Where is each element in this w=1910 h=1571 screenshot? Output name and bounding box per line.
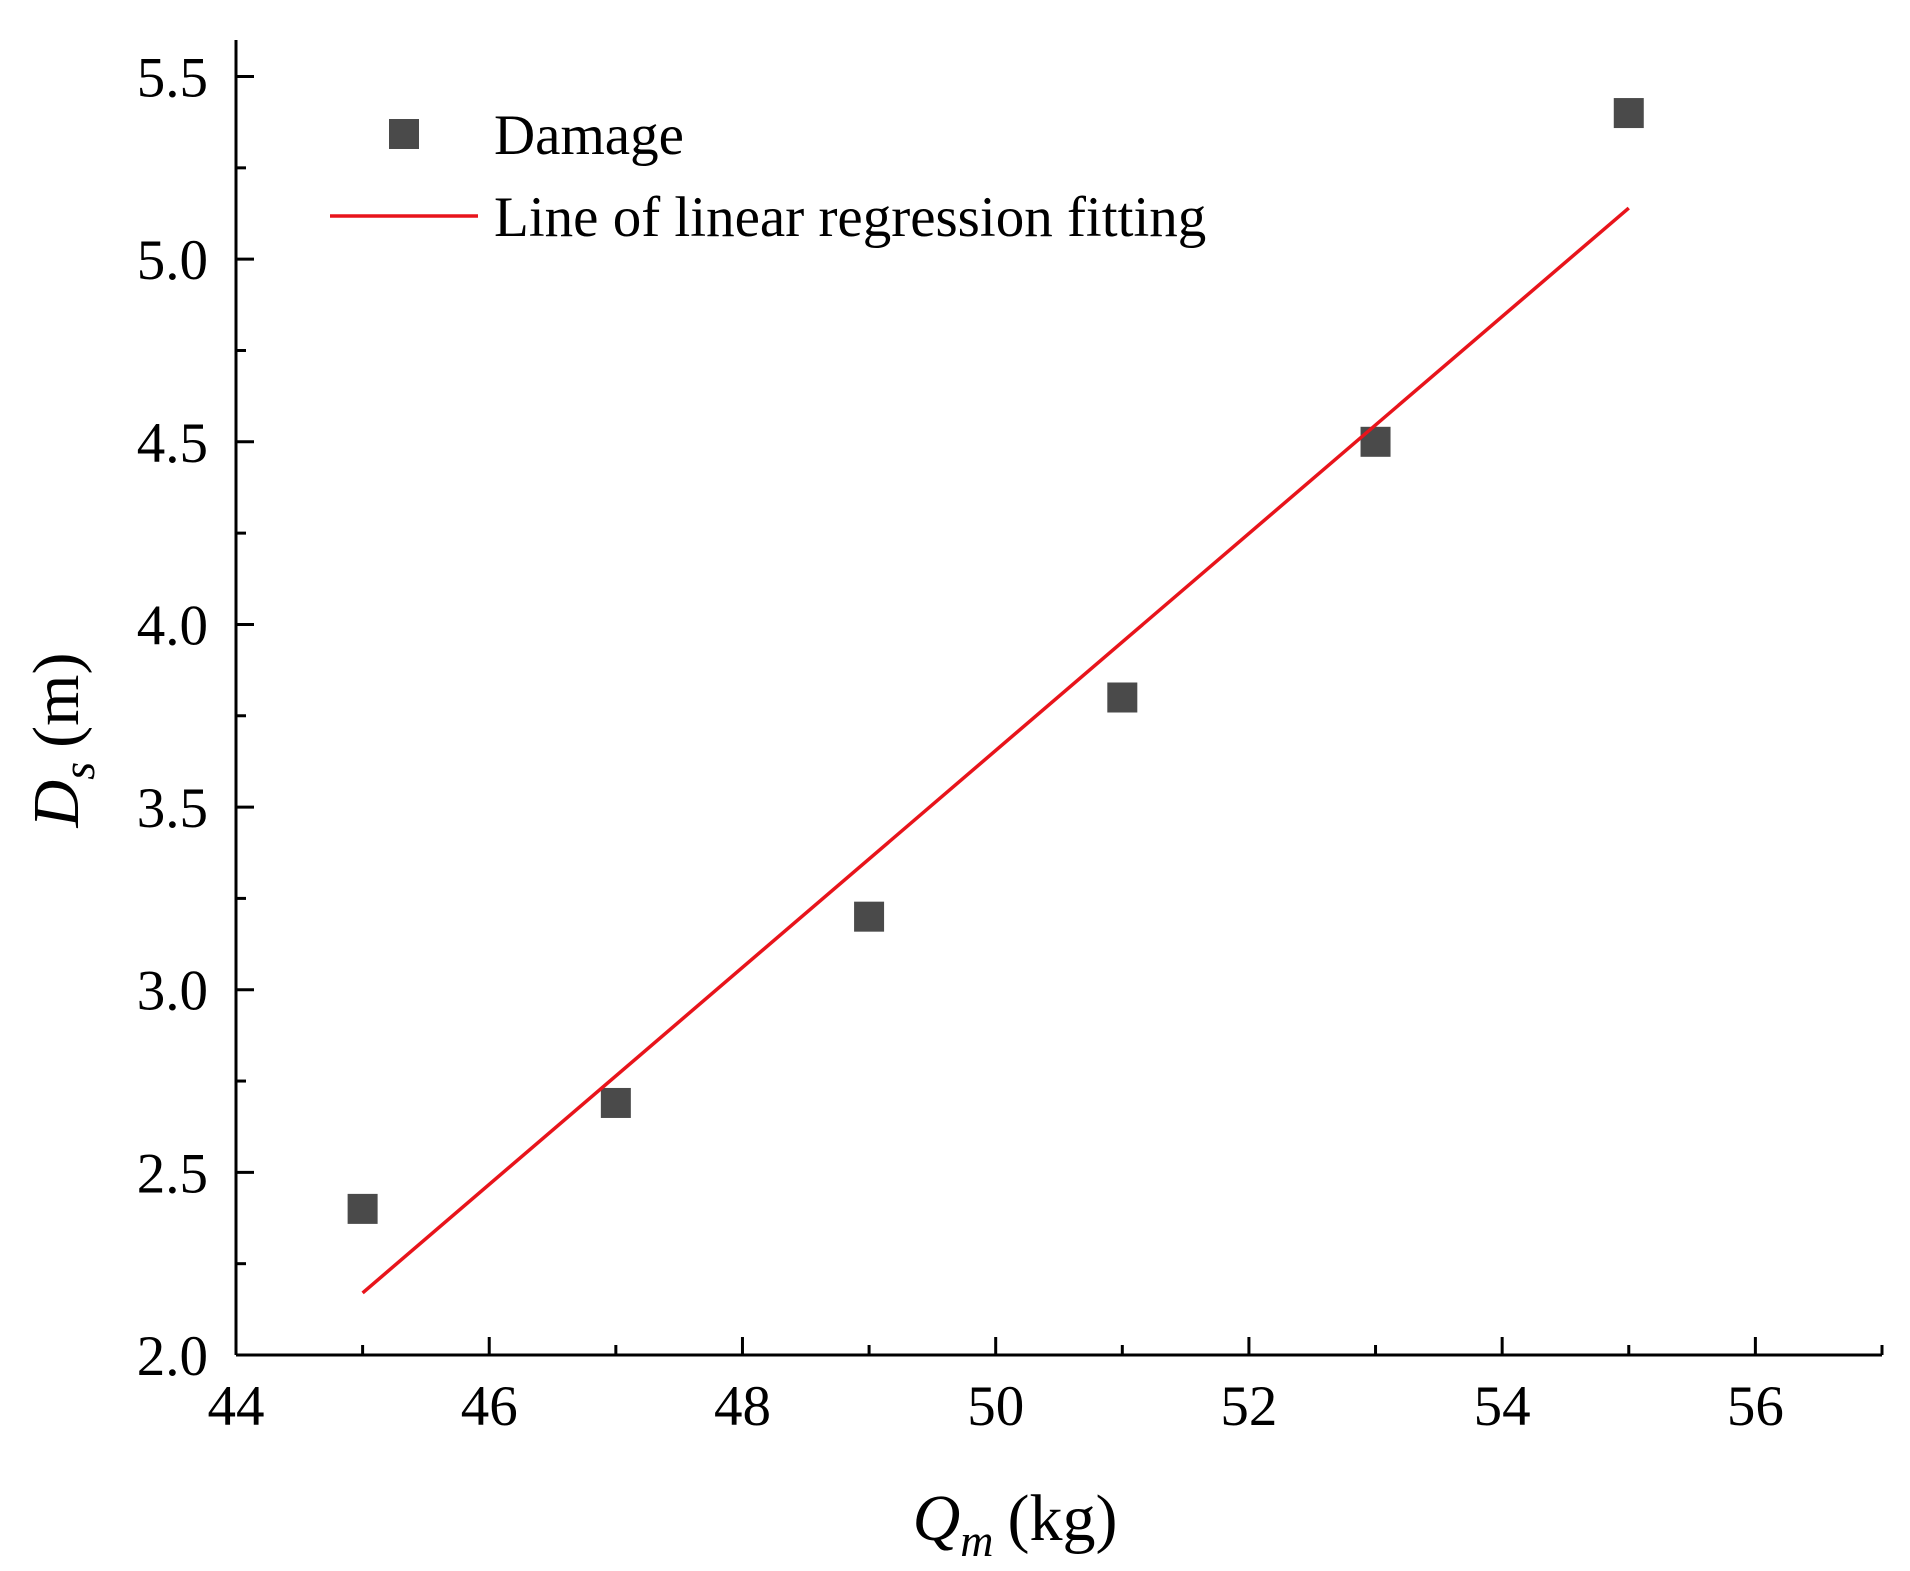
svg-text:Ds(m): Ds (m) xyxy=(20,653,104,829)
x-axis-title: Qm (kg) xyxy=(913,1482,1118,1566)
damage-point xyxy=(347,1193,378,1224)
y-axis-title-main: D xyxy=(20,780,93,829)
y-axis-title-sub: s xyxy=(53,762,104,780)
x-axis-title-unit: (kg) xyxy=(1007,1482,1117,1555)
y-axis-title: Ds (m) xyxy=(20,653,104,829)
damage-point xyxy=(600,1087,631,1118)
legend-square-swatch xyxy=(389,119,419,149)
y-tick-label: 4.5 xyxy=(137,412,208,475)
x-tick-label: 56 xyxy=(1727,1375,1784,1438)
x-tick-label: 54 xyxy=(1474,1375,1531,1438)
damage-point xyxy=(1107,682,1138,713)
y-tick-label: 5.0 xyxy=(137,229,208,292)
y-axis-title-unit: (m) xyxy=(20,653,93,748)
x-axis-title-main: Q xyxy=(913,1482,961,1555)
damage-point xyxy=(1613,98,1644,129)
y-tick-label: 5.5 xyxy=(137,47,208,110)
x-tick-label: 48 xyxy=(714,1375,771,1438)
legend: Damage Line of linear regression fitting xyxy=(330,104,1206,249)
y-tick-label: 3.5 xyxy=(137,777,208,840)
svg-text:Qm(kg): Qm (kg) xyxy=(913,1482,1118,1566)
y-tick-label: 3.0 xyxy=(137,960,208,1023)
damage-point xyxy=(1360,426,1391,457)
legend-label: Damage xyxy=(494,104,684,167)
x-tick-label: 46 xyxy=(461,1375,518,1438)
x-tick-label: 52 xyxy=(1220,1375,1277,1438)
regression-line xyxy=(361,206,1630,1295)
x-tick-label: 44 xyxy=(208,1375,265,1438)
y-tick-label: 2.0 xyxy=(137,1325,208,1388)
plot-area xyxy=(347,98,1644,1295)
y-tick-label: 4.0 xyxy=(137,594,208,657)
damage-point xyxy=(854,901,885,932)
legend-label: Line of linear regression fitting xyxy=(494,186,1206,249)
x-axis-title-sub: m xyxy=(960,1515,993,1566)
y-tick-label: 2.5 xyxy=(137,1142,208,1205)
x-tick-label: 50 xyxy=(967,1375,1024,1438)
axes: 44 46 48 50 52 54 56 2.0 2.5 3.0 3.5 4.0 4.5 5.0 5.5 xyxy=(137,40,1884,1438)
